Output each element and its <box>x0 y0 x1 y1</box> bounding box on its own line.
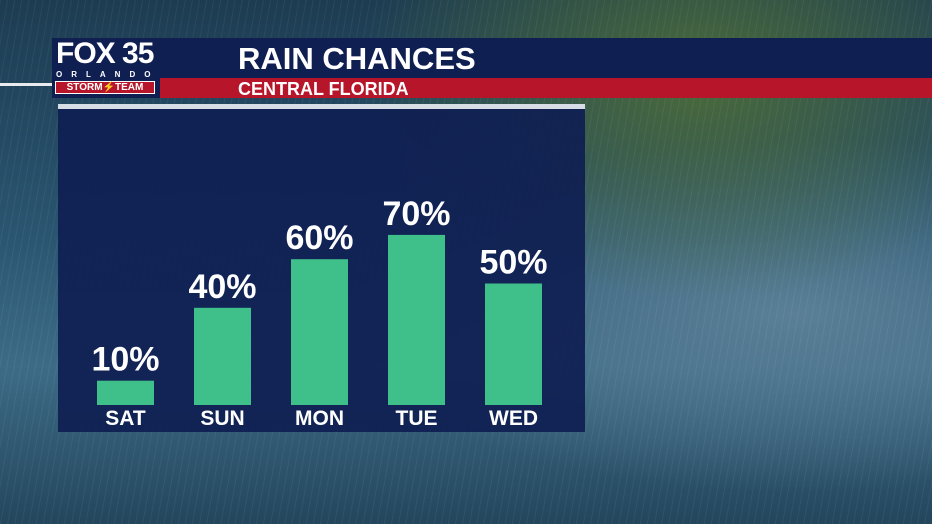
bar-wed <box>485 283 542 405</box>
subtitle-bar: CENTRAL FLORIDA <box>160 78 932 99</box>
accent-line <box>0 83 52 86</box>
day-label: SUN <box>200 407 244 430</box>
bar-tue <box>388 234 445 405</box>
logo-text: FOX 35 <box>56 37 154 70</box>
day-label: SAT <box>105 407 146 430</box>
value-label: 70% <box>382 195 450 233</box>
fox35-logo: FOX 35 ORLANDO STORM⚡TEAM <box>52 38 160 98</box>
bar-sat <box>97 380 154 405</box>
page-subtitle: CENTRAL FLORIDA <box>238 79 409 99</box>
value-label: 50% <box>479 244 547 282</box>
value-label: 10% <box>91 341 159 379</box>
title-bar: RAIN CHANCES <box>160 38 932 78</box>
page-title: RAIN CHANCES <box>238 41 476 76</box>
logo-city: ORLANDO <box>56 70 160 79</box>
bar-mon <box>291 259 348 405</box>
value-label: 60% <box>285 219 353 257</box>
day-label: MON <box>295 407 344 430</box>
logo-team: STORM⚡TEAM <box>55 81 155 94</box>
panel-top-border <box>58 104 585 109</box>
day-label: WED <box>489 407 538 430</box>
day-label: TUE <box>396 407 438 430</box>
value-label: 40% <box>188 268 256 306</box>
bar-sun <box>194 307 251 405</box>
